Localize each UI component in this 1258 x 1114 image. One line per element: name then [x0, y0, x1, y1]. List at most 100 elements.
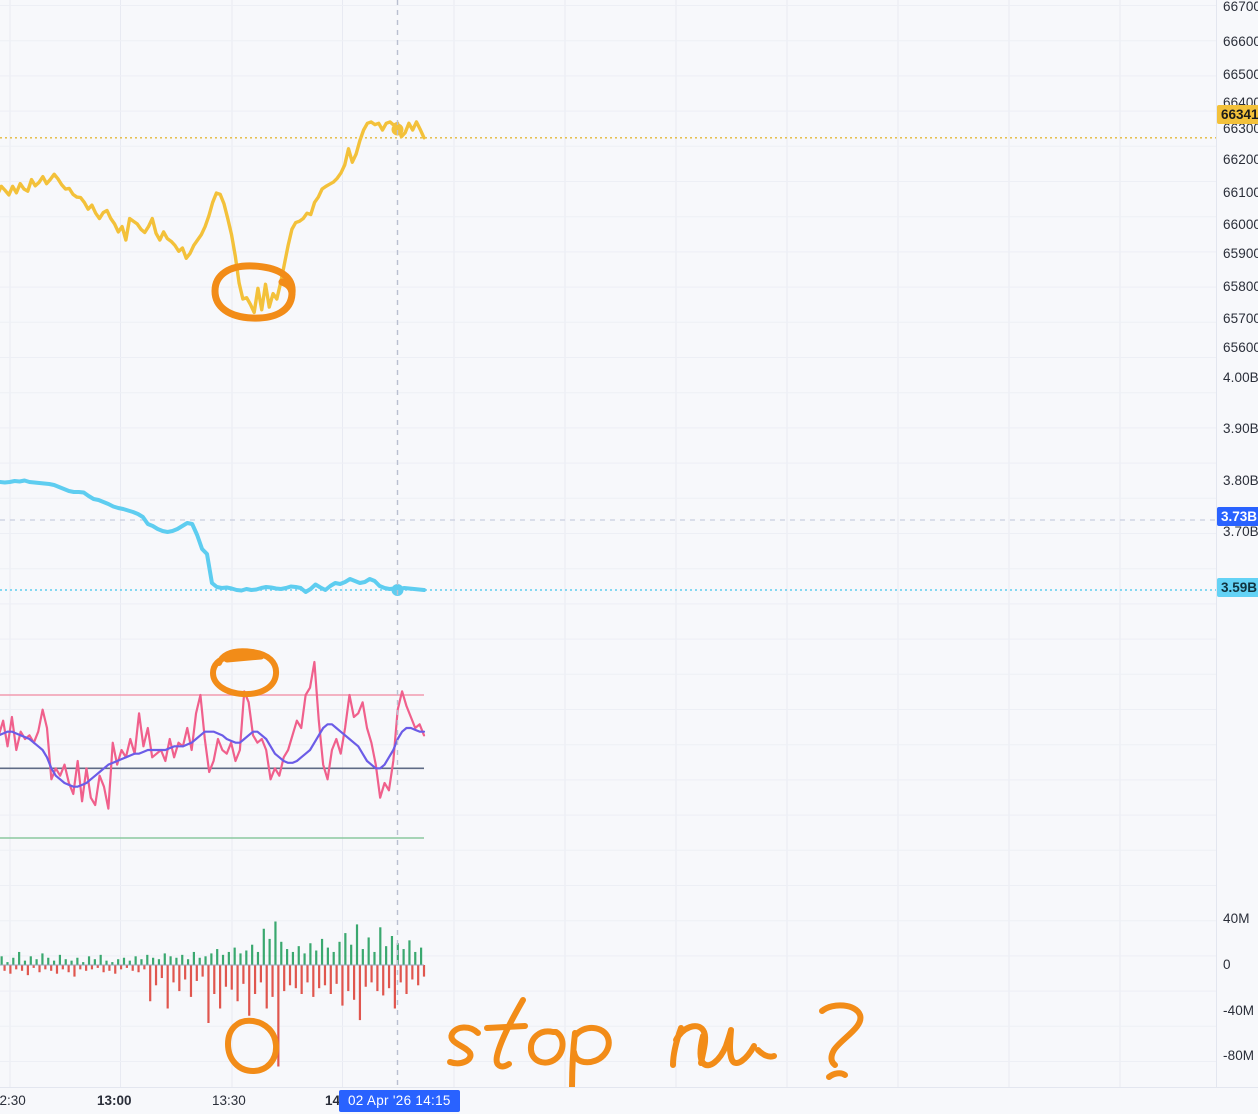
axis-tick-label: 3.90B	[1223, 421, 1258, 436]
volume-bar	[52, 960, 56, 965]
chart-plot-area[interactable]	[0, 0, 1216, 1087]
volume-bar	[119, 965, 123, 970]
volume-bar	[411, 965, 414, 980]
volume-bar	[382, 965, 385, 996]
volume-bar	[61, 965, 64, 970]
volume-bar	[111, 962, 114, 965]
volume-bar	[294, 965, 297, 989]
volume-bar	[152, 957, 155, 965]
volume-bar	[99, 954, 102, 965]
oscillator-series-signal-fast[interactable]	[0, 660, 426, 810]
axis-tick-label: 65900	[1223, 246, 1258, 261]
volume-bar	[181, 954, 184, 965]
chart-canvas	[0, 0, 1216, 1087]
volume-bar	[149, 965, 152, 1002]
axis-tick-label: 66000	[1223, 217, 1258, 232]
marketcap-price-tag[interactable]: 3.73B	[1217, 507, 1258, 526]
volume-bar	[245, 950, 248, 965]
volume-bar	[221, 954, 225, 965]
volume-bar	[358, 965, 362, 1021]
volume-bar	[280, 941, 283, 965]
volume-bar	[0, 956, 3, 965]
volume-bar	[3, 965, 6, 971]
volume-bar	[390, 936, 394, 965]
volume-bar	[12, 957, 15, 965]
volume-bar	[239, 953, 242, 965]
volume-bar	[87, 956, 91, 965]
axis-tick-label: 66700	[1223, 0, 1258, 14]
annotation-oscillator-tail	[223, 652, 265, 663]
axis-tick-label: 66600	[1223, 34, 1258, 49]
volume-bar	[414, 951, 417, 965]
volume-bar	[419, 947, 423, 965]
axis-tick-label: 0	[1223, 957, 1231, 972]
volume-bar	[335, 965, 338, 984]
volume-bar	[102, 965, 105, 973]
volume-bar	[157, 959, 161, 965]
volume-bar	[50, 965, 53, 971]
axis-tick-label: -80M	[1223, 1048, 1255, 1063]
volume-bar	[20, 965, 24, 971]
volume-bar	[300, 965, 303, 994]
volume-bar	[219, 965, 222, 1009]
annotation-circle-volume-spike	[225, 1017, 280, 1074]
volume-bar	[405, 965, 408, 994]
volume-bar	[79, 965, 82, 970]
volume-bar	[227, 951, 230, 965]
price-scale[interactable]: 66700 66600 66500 66400 66300 66200 66100 66000…	[1216, 0, 1258, 1087]
volume-bar	[198, 957, 201, 965]
volume-bar	[230, 965, 233, 990]
volume-bar	[352, 965, 356, 1000]
volume-bar	[341, 965, 344, 1006]
volume-bar	[44, 965, 47, 970]
price-last-tag[interactable]: 66341	[1217, 105, 1258, 124]
volume-bar	[93, 959, 96, 965]
volume-bar	[393, 965, 396, 1009]
chart-gridlines	[9, 0, 1121, 1087]
volume-bar	[82, 962, 85, 965]
volume-bar	[387, 965, 391, 989]
volume-bar	[323, 965, 327, 986]
volume-bar	[192, 951, 195, 965]
volume-bar	[271, 965, 274, 997]
volume-bar	[233, 947, 236, 965]
price-line-series[interactable]	[0, 120, 426, 315]
volume-bar	[347, 965, 350, 992]
volume-bar	[35, 959, 38, 965]
oscillator-series-signal-slow[interactable]	[0, 723, 426, 788]
volume-bar	[160, 965, 163, 979]
marketcap-line-series[interactable]	[0, 478, 426, 594]
volume-bar	[76, 957, 79, 965]
volume-bar	[373, 951, 376, 965]
axis-tick-label: -40M	[1223, 1003, 1255, 1018]
annotation-handwritten-note	[447, 997, 864, 1087]
volume-bar	[125, 965, 128, 968]
volume-bar	[259, 965, 262, 983]
volume-bar	[303, 953, 306, 965]
marketcap-last-tag[interactable]: 3.59B	[1217, 578, 1258, 597]
volume-bar	[55, 965, 59, 974]
volume-bar	[96, 965, 99, 968]
volume-bar	[224, 965, 228, 987]
volume-bar	[309, 943, 312, 965]
volume-bar	[329, 965, 332, 994]
volume-bar	[172, 965, 175, 983]
volume-bar	[318, 965, 321, 989]
volume-bar	[9, 965, 12, 974]
volume-bar	[364, 965, 367, 987]
axis-tick-label: 40M	[1223, 911, 1250, 926]
volume-bar	[248, 965, 251, 1016]
volume-bar	[90, 965, 94, 970]
volume-bar	[370, 965, 373, 983]
volume-bar	[134, 956, 137, 965]
volume-bar	[26, 965, 29, 976]
axis-tick-label: 65800	[1223, 279, 1258, 294]
volume-bar	[216, 949, 219, 965]
volume-bar	[175, 957, 178, 965]
volume-histogram[interactable]	[0, 921, 426, 1067]
volume-bar	[385, 946, 388, 965]
volume-bar	[201, 965, 204, 977]
volume-bar	[184, 965, 187, 980]
